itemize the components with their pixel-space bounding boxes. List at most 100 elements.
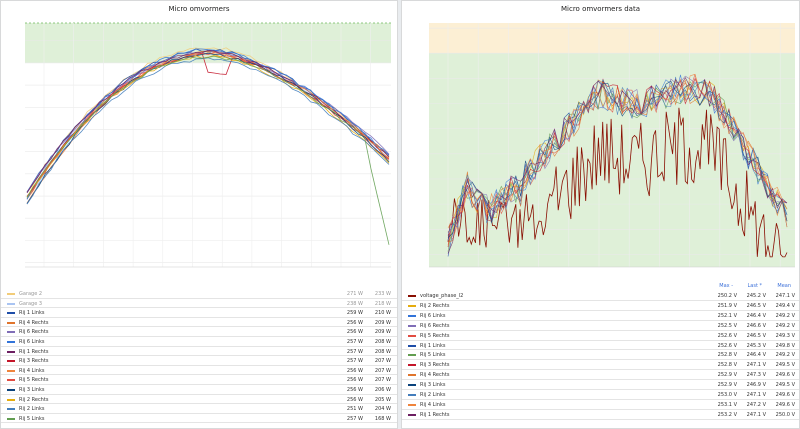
legend-value: 207 W (374, 367, 391, 374)
series-line (26, 57, 390, 205)
legend-row[interactable]: Rij 6 Links 252.1 V 246.4 V 249.2 V (406, 311, 795, 321)
legend-value: 247.1 V (746, 411, 766, 418)
legend-value: 271 W (346, 291, 363, 297)
series-swatch (7, 379, 15, 382)
legend-header-last[interactable]: Last * (747, 283, 762, 289)
legend-row[interactable]: Rij 2 Rechts 256 W 205 W (5, 395, 393, 405)
legend-value: 250.2 V (717, 293, 737, 299)
legend-header-max[interactable]: Max - (719, 283, 733, 289)
legend-row[interactable]: Rij 3 Links 252.9 V 246.9 V 249.5 V (406, 380, 795, 390)
legend-row[interactable]: Rij 2 Links 253.0 V 247.1 V 249.6 V (406, 390, 795, 400)
legend-divider (402, 418, 799, 420)
series-swatch (408, 394, 416, 396)
legend-row[interactable]: Rij 3 Rechts 252.8 V 247.1 V 249.5 V (406, 360, 795, 370)
series-name: Garage 2 (19, 291, 43, 297)
legend-value: 252.6 V (717, 342, 737, 349)
legend-value: 249.5 V (775, 362, 795, 369)
legend-value: 256 W (346, 377, 363, 384)
legend-divider (1, 422, 397, 424)
series-swatch (408, 384, 416, 387)
legend-divider (402, 339, 799, 341)
legend-divider (402, 359, 799, 361)
legend-value: 247.1 V (746, 362, 766, 369)
legend-row[interactable]: Rij 5 Links 257 W 168 W (5, 414, 393, 424)
legend-header-mean[interactable]: Mean (777, 283, 791, 289)
series-swatch (408, 403, 416, 406)
legend-value: 253.0 V (717, 392, 737, 398)
legend-value: 208 W (374, 348, 391, 355)
legend-value: 246.5 V (746, 302, 766, 309)
legend-row[interactable]: Rij 4 Rechts 252.9 V 247.3 V 249.6 V (406, 370, 795, 380)
legend-value: 251.9 V (717, 302, 737, 309)
legend-value: 249.6 V (775, 401, 795, 408)
legend-value: 249.4 V (775, 302, 795, 309)
legend-value: 252.8 V (717, 362, 737, 369)
legend-value: 209 W (374, 329, 391, 336)
legend-divider (402, 379, 799, 381)
series-line (26, 52, 390, 197)
legend-row[interactable]: Rij 5 Links 252.8 V 246.4 V 249.2 V (406, 350, 795, 360)
legend-value: 249.2 V (775, 312, 795, 319)
legend-value: 233 W (374, 291, 391, 297)
legend-divider (1, 345, 397, 347)
legend-table: Max - Last * Mean voltage_phase_l2 250.2 V 24… (402, 283, 799, 428)
series-line (26, 49, 390, 193)
legend-value: 245.3 V (746, 342, 766, 349)
legend-row[interactable]: Rij 4 Links 253.1 V 247.2 V 249.6 V (406, 400, 795, 410)
series-name: Rij 1 Rechts (420, 411, 450, 418)
series-swatch (408, 374, 416, 377)
legend-value: 246.4 V (746, 312, 766, 319)
legend-row[interactable]: Rij 1 Links 259 W 210 W (5, 308, 393, 318)
legend-row[interactable]: Garage 3 238 W 218 W (5, 299, 393, 309)
legend-row[interactable]: Rij 2 Rechts 251.9 V 246.5 V 249.4 V (406, 301, 795, 311)
legend-value: 251 W (346, 406, 363, 413)
legend-value: 207 W (374, 377, 391, 384)
series-swatch (408, 295, 416, 297)
panel-title[interactable]: Micro omvormers data (561, 5, 640, 13)
series-swatch (7, 360, 15, 363)
legend-row[interactable]: Rij 6 Links 257 W 208 W (5, 337, 393, 347)
panel-micro-omvormers-data: Micro omvormers data Max - Last * Mean volt… (401, 0, 800, 429)
series-name: Rij 1 Links (420, 342, 446, 349)
legend-row[interactable]: voltage_phase_l2 250.2 V 245.2 V 247.1 V (406, 291, 795, 301)
legend-row[interactable]: Rij 4 Links 256 W 207 W (5, 366, 393, 376)
panel-micro-omvormers: Micro omvormers Garage 2 271 W 233 W Garage… (0, 0, 398, 429)
legend-value: 246.9 V (746, 382, 766, 389)
legend-value: 259 W (346, 310, 363, 317)
legend-row[interactable]: Rij 6 Rechts 256 W 209 W (5, 327, 393, 337)
legend-row[interactable]: Rij 1 Rechts 257 W 208 W (5, 347, 393, 357)
legend-value: 249.6 V (775, 372, 795, 379)
legend-row[interactable]: Rij 6 Rechts 252.5 V 246.6 V 249.2 V (406, 321, 795, 331)
legend-value: 249.6 V (775, 392, 795, 398)
legend-value: 206 W (374, 387, 391, 393)
legend-value: 252.5 V (717, 322, 737, 329)
series-name: Rij 4 Rechts (19, 319, 49, 326)
legend-row[interactable]: Rij 5 Rechts 252.6 V 246.5 V 249.3 V (406, 331, 795, 341)
series-line (447, 80, 788, 252)
legend-row[interactable]: Rij 3 Links 256 W 206 W (5, 385, 393, 395)
legend-row[interactable]: Rij 3 Rechts 257 W 207 W (5, 356, 393, 366)
legend-value: 246.6 V (746, 322, 766, 329)
legend-row[interactable]: Garage 2 271 W 233 W (5, 289, 393, 299)
legend-value: 218 W (374, 300, 391, 307)
legend-value: 252.9 V (717, 372, 737, 379)
series-name: Garage 3 (19, 300, 43, 307)
legend-row[interactable]: Rij 4 Rechts 256 W 209 W (5, 318, 393, 328)
panel-title[interactable]: Micro omvormers (168, 5, 230, 13)
legend-value: 249.5 V (775, 382, 795, 389)
voltage-line-chart[interactable] (402, 15, 800, 287)
series-swatch (408, 334, 416, 337)
legend-row[interactable]: Rij 1 Rechts 253.2 V 247.1 V 250.0 V (406, 410, 795, 420)
series-swatch (7, 398, 15, 401)
series-name: Rij 5 Rechts (420, 332, 450, 339)
power-line-chart[interactable] (1, 15, 399, 287)
legend-divider (402, 309, 799, 311)
series-line (26, 52, 390, 204)
legend-row[interactable]: Rij 1 Links 252.6 V 245.3 V 249.8 V (406, 341, 795, 351)
legend-value: 250.0 V (775, 411, 795, 418)
series-swatch (7, 302, 15, 305)
series-line (447, 76, 788, 233)
legend-row[interactable]: Rij 5 Rechts 256 W 207 W (5, 375, 393, 385)
series-swatch (408, 354, 416, 357)
legend-row[interactable]: Rij 2 Links 251 W 204 W (5, 404, 393, 414)
